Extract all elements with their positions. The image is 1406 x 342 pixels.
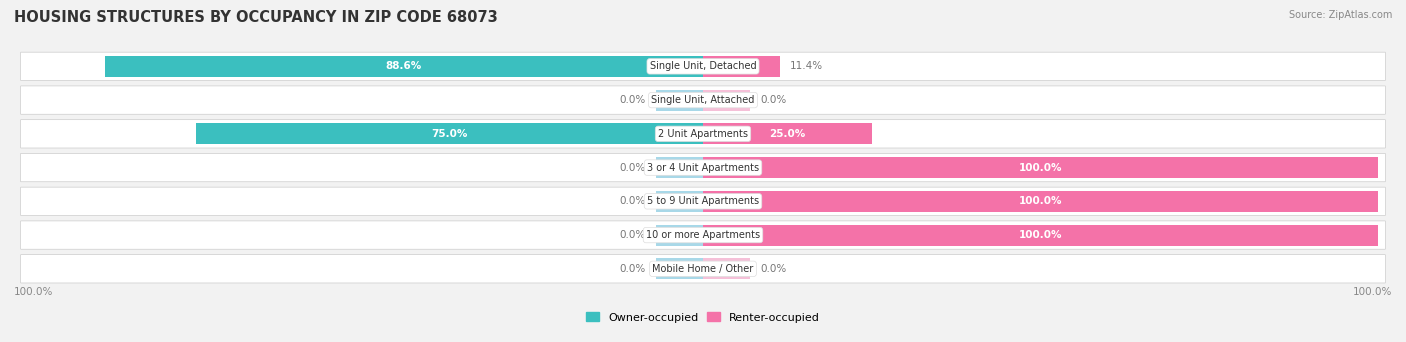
Bar (655, 225, 703, 246)
Bar (655, 157, 703, 178)
Text: 100.0%: 100.0% (1019, 230, 1063, 240)
Bar (703, 157, 1378, 178)
FancyBboxPatch shape (21, 187, 1385, 215)
Text: 3 or 4 Unit Apartments: 3 or 4 Unit Apartments (647, 162, 759, 173)
Bar (703, 225, 1378, 246)
Text: 100.0%: 100.0% (1019, 162, 1063, 173)
Bar (703, 90, 751, 110)
FancyBboxPatch shape (21, 120, 1385, 148)
Bar (655, 191, 703, 212)
Text: 0.0%: 0.0% (619, 196, 645, 206)
Text: 25.0%: 25.0% (769, 129, 806, 139)
Bar (703, 123, 872, 144)
Bar (104, 56, 703, 77)
Bar (197, 123, 703, 144)
Bar (703, 56, 780, 77)
Text: Single Unit, Detached: Single Unit, Detached (650, 61, 756, 71)
Text: 0.0%: 0.0% (619, 95, 645, 105)
FancyBboxPatch shape (21, 221, 1385, 249)
Text: 100.0%: 100.0% (1353, 287, 1392, 297)
FancyBboxPatch shape (21, 154, 1385, 182)
Text: 10 or more Apartments: 10 or more Apartments (645, 230, 761, 240)
Bar (703, 258, 751, 279)
Text: Source: ZipAtlas.com: Source: ZipAtlas.com (1288, 10, 1392, 20)
Text: 5 to 9 Unit Apartments: 5 to 9 Unit Apartments (647, 196, 759, 206)
Text: 0.0%: 0.0% (761, 95, 787, 105)
Text: 75.0%: 75.0% (432, 129, 468, 139)
Text: 100.0%: 100.0% (1019, 196, 1063, 206)
Text: 2 Unit Apartments: 2 Unit Apartments (658, 129, 748, 139)
Text: 0.0%: 0.0% (761, 264, 787, 274)
FancyBboxPatch shape (21, 86, 1385, 114)
Bar (703, 191, 1378, 212)
Text: HOUSING STRUCTURES BY OCCUPANCY IN ZIP CODE 68073: HOUSING STRUCTURES BY OCCUPANCY IN ZIP C… (14, 10, 498, 25)
Text: 0.0%: 0.0% (619, 264, 645, 274)
Text: Single Unit, Attached: Single Unit, Attached (651, 95, 755, 105)
Legend: Owner-occupied, Renter-occupied: Owner-occupied, Renter-occupied (581, 308, 825, 327)
Text: 100.0%: 100.0% (14, 287, 53, 297)
Text: 11.4%: 11.4% (790, 61, 824, 71)
Text: 0.0%: 0.0% (619, 162, 645, 173)
FancyBboxPatch shape (21, 52, 1385, 80)
FancyBboxPatch shape (21, 255, 1385, 283)
Text: Mobile Home / Other: Mobile Home / Other (652, 264, 754, 274)
Bar (655, 90, 703, 110)
Text: 0.0%: 0.0% (619, 230, 645, 240)
Text: 88.6%: 88.6% (385, 61, 422, 71)
Bar (655, 258, 703, 279)
